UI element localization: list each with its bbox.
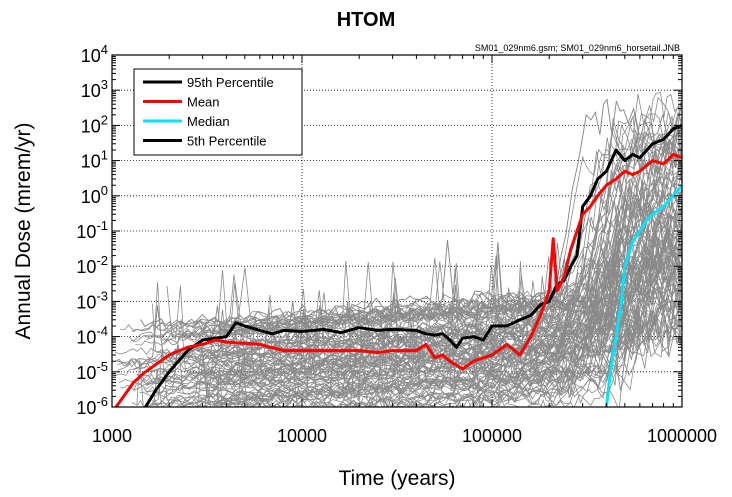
realization-line [161, 287, 682, 374]
realization-line [192, 242, 682, 335]
y-tick-label: 103 [81, 77, 108, 101]
series-line-median [604, 184, 682, 407]
realization-line [194, 223, 682, 387]
y-tick-labels: 104 103 102 101 100 10-1 10-2 10-3 10-4 10-5 10-6 [76, 42, 108, 418]
x-tick-label: 1000 [92, 426, 132, 446]
legend-label: Median [187, 114, 230, 129]
chart-title: HTOM [337, 9, 396, 31]
x-tick-label: 100000 [462, 426, 522, 446]
series-line-mean [114, 152, 682, 407]
y-tick-label: 10-5 [76, 359, 108, 383]
realization-line [198, 279, 682, 371]
x-tick-labels: 1000 10000 100000 1000000 [92, 426, 717, 446]
realization-line [369, 147, 682, 407]
series-line-95th-percentile [144, 124, 682, 407]
y-tick-label: 101 [81, 148, 108, 172]
legend-label: 5th Percentile [187, 134, 267, 149]
realization-line [217, 230, 682, 329]
legend-label: Mean [187, 95, 220, 110]
ticks [111, 55, 682, 408]
realization-line [222, 281, 682, 388]
legend: 95th Percentile Mean Median 5th Percentile [133, 68, 303, 156]
realization-line [133, 267, 682, 372]
y-tick-label: 10-1 [76, 218, 108, 242]
x-axis-label: Time (years) [338, 467, 455, 490]
y-tick-label: 100 [81, 183, 108, 207]
x-tick-label: 1000000 [647, 426, 717, 446]
realization-line [234, 113, 682, 407]
source-note: SM01_029nm6.gsm; SM01_029nm6_horsetail.J… [475, 43, 680, 53]
realization-line [216, 165, 682, 383]
legend-label: 95th Percentile [187, 75, 274, 90]
series-lines [114, 124, 682, 407]
realization-line [351, 256, 681, 407]
realization-line [223, 308, 682, 403]
realization-line [204, 123, 682, 407]
y-tick-label: 10-6 [76, 394, 108, 418]
y-tick-label: 102 [81, 112, 108, 136]
realization-line [116, 216, 682, 366]
realization-line [176, 231, 682, 395]
realization-line [197, 312, 682, 375]
realization-line [167, 287, 682, 407]
y-tick-label: 104 [81, 42, 108, 66]
realization-line [212, 202, 682, 397]
y-tick-label: 10-3 [76, 288, 108, 312]
realization-line [223, 210, 682, 376]
y-tick-label: 10-4 [76, 324, 108, 348]
realization-line [375, 200, 682, 407]
realization-line [145, 290, 682, 394]
realization-line [184, 255, 682, 335]
y-axis-label: Annual Dose (mrem/yr) [12, 122, 35, 339]
realization-line [140, 98, 682, 328]
realization-line [216, 235, 682, 407]
realization-lines [114, 92, 682, 407]
realization-line [210, 241, 682, 347]
y-tick-label: 10-2 [76, 253, 108, 277]
x-tick-label: 10000 [277, 426, 327, 446]
realization-line [153, 235, 682, 407]
realization-line [166, 199, 682, 404]
realization-line [120, 267, 682, 391]
